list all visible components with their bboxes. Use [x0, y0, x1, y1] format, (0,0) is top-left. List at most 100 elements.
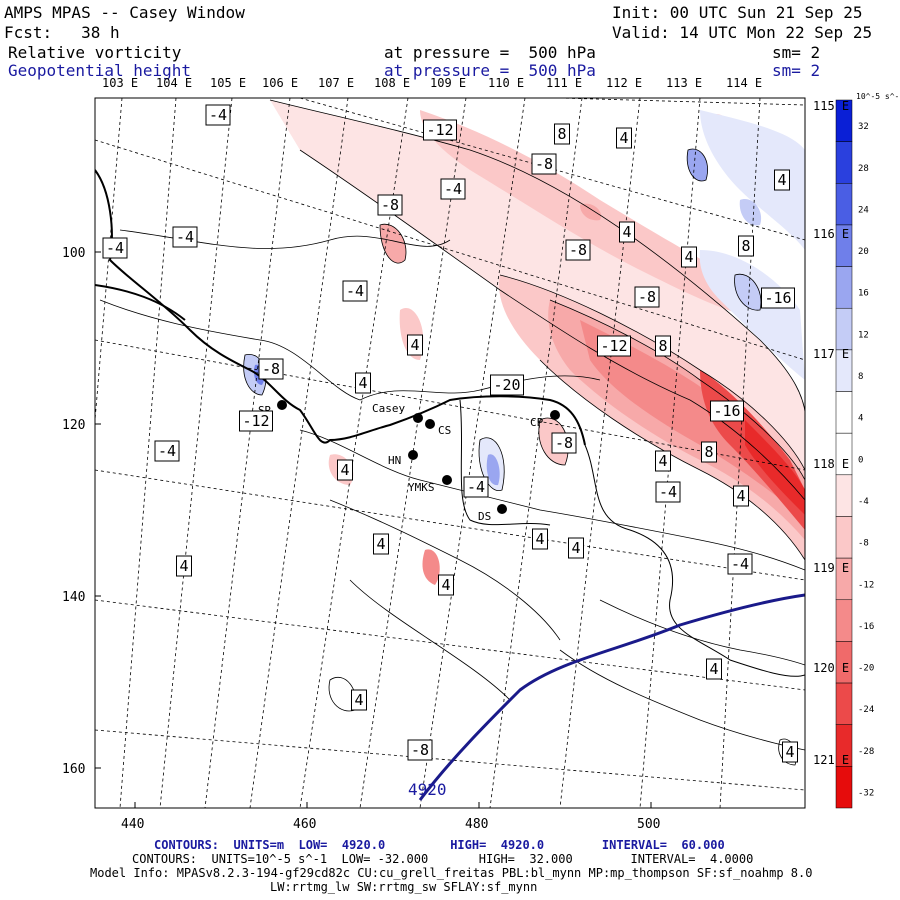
- colorbar-segment: [835, 183, 853, 226]
- contour-label: 4: [351, 689, 367, 711]
- station-marker: [550, 410, 560, 420]
- contour-label: 4: [373, 533, 389, 555]
- colorbar-label: 28: [858, 164, 869, 174]
- y-tick-label: 120: [62, 418, 85, 433]
- contour-label: 4: [655, 450, 671, 472]
- svg-text:4: 4: [622, 223, 631, 241]
- x-tick-label: 440: [121, 817, 144, 832]
- colorbar-segment: [835, 266, 853, 309]
- svg-text:4: 4: [376, 535, 385, 553]
- contour-label: -12: [239, 410, 273, 432]
- svg-text:4: 4: [358, 374, 367, 392]
- valid-time: Valid: 14 UTC Mon 22 Sep 25: [612, 23, 873, 42]
- svg-text:-4: -4: [209, 106, 227, 124]
- colorbar-segment: [835, 474, 853, 517]
- contour-label: 4: [407, 334, 423, 356]
- contour-label: 4: [568, 537, 584, 559]
- svg-text:-12: -12: [600, 337, 627, 355]
- colorbar-unit: 10^-5 s^-1: [856, 92, 900, 101]
- y-tick-label: 140: [62, 590, 85, 605]
- station-markers: SRCaseyCSHNYMKSDSCP: [258, 400, 560, 523]
- svg-text:-8: -8: [638, 288, 656, 306]
- longitude-label-right: 118 E: [813, 457, 849, 471]
- svg-text:4: 4: [709, 660, 718, 678]
- contour-label: -4: [463, 476, 489, 498]
- svg-text:4: 4: [736, 487, 745, 505]
- longitude-label-right: 115 E: [813, 99, 849, 113]
- colorbar-segment: [835, 307, 853, 351]
- model-info-physics: LW:rrtmg_lw SW:rrtmg_sw SFLAY:sf_mynn: [270, 880, 538, 894]
- contour-label: -20: [490, 374, 524, 396]
- svg-text:4: 4: [179, 557, 188, 575]
- longitude-label-top: 103 E: [102, 76, 139, 90]
- station-label: HN: [388, 454, 401, 467]
- contour-label: 8: [554, 123, 570, 145]
- longitude-label-right: 120 E: [813, 661, 849, 675]
- contour-label: -4: [655, 481, 681, 503]
- longitude-label-top: 114 E: [726, 76, 763, 90]
- station-marker: [413, 413, 423, 423]
- contour-label: -16: [710, 400, 744, 422]
- svg-text:4: 4: [619, 129, 628, 147]
- contour-label: -8: [407, 739, 433, 761]
- contour-label: -8: [551, 432, 577, 454]
- svg-text:4: 4: [410, 336, 419, 354]
- svg-text:4: 4: [354, 691, 363, 709]
- ice-edge: [459, 399, 805, 677]
- station-label: Casey: [372, 402, 405, 415]
- contour-label: 4: [782, 741, 798, 763]
- svg-text:-8: -8: [555, 434, 573, 452]
- field1-smoothing: sm= 2: [772, 43, 821, 62]
- station-label: CP: [530, 416, 544, 429]
- svg-text:4: 4: [340, 461, 349, 479]
- colorbar-label: 32: [858, 122, 869, 132]
- contour-label: 8: [701, 441, 717, 463]
- contour-label: 4: [619, 221, 635, 243]
- svg-text:8: 8: [741, 237, 750, 255]
- colorbar-label: 16: [858, 289, 869, 299]
- svg-text:-4: -4: [659, 483, 677, 501]
- contour-label: -4: [172, 226, 198, 248]
- contour-label: -12: [423, 119, 457, 141]
- model-info: Model Info: MPASv8.2.3-194-gf29cd82c CU:…: [90, 866, 813, 880]
- contour-label: -8: [565, 239, 591, 261]
- svg-text:-12: -12: [242, 412, 269, 430]
- colorbar-segment: [835, 682, 853, 725]
- contour-label: 4: [532, 528, 548, 550]
- svg-text:4: 4: [684, 248, 693, 266]
- colorbar-segment: [835, 766, 853, 809]
- geopotential-height-contour: [418, 593, 805, 801]
- vorticity-contour-info: CONTOURS: UNITS=10^-5 s^-1 LOW= -32.000 …: [132, 852, 754, 866]
- longitude-label-top: 104 E: [156, 76, 193, 90]
- svg-text:-4: -4: [176, 228, 194, 246]
- contour-labels: -4-12 8 4-8-4-84-4-4 -8 48-8-4 -16-12 8-844 -20…: [102, 104, 798, 763]
- contour-label: -16: [761, 287, 795, 309]
- field2-smoothing: sm= 2: [772, 61, 821, 80]
- colorbar-label: -28: [858, 747, 874, 757]
- colorbar-label: 20: [858, 247, 869, 257]
- contour-label: 8: [655, 335, 671, 357]
- contour-label: 4: [438, 574, 454, 596]
- colorbar-label: -16: [858, 622, 874, 632]
- contour-label: 4: [706, 658, 722, 680]
- contour-label: 4: [355, 372, 371, 394]
- svg-text:8: 8: [704, 443, 713, 461]
- svg-text:-8: -8: [262, 360, 280, 378]
- svg-text:-8: -8: [411, 741, 429, 759]
- longitude-label-top: 108 E: [374, 76, 411, 90]
- station-label: CS: [438, 424, 451, 437]
- svg-text:-4: -4: [158, 442, 176, 460]
- longitude-label-top: 113 E: [666, 76, 703, 90]
- svg-text:-16: -16: [713, 402, 740, 420]
- contour-label: -12: [597, 335, 631, 357]
- contour-label: 4: [733, 485, 749, 507]
- axis-ticks: 100 120 140 160 440 460 480 500: [62, 246, 660, 832]
- svg-text:-4: -4: [467, 478, 485, 496]
- x-tick-label: 500: [637, 817, 660, 832]
- colorbar-label: -20: [858, 664, 874, 674]
- colorbar-label: 4: [858, 414, 863, 424]
- colorbar-segment: [835, 141, 853, 184]
- svg-text:-16: -16: [764, 289, 791, 307]
- station-label: YMKS: [408, 481, 435, 494]
